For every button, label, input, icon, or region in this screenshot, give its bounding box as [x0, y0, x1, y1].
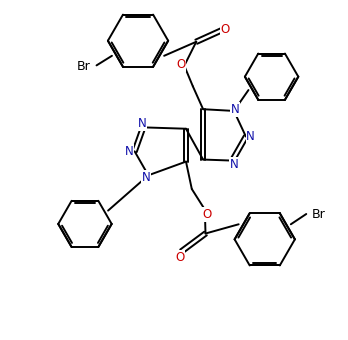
Text: O: O [202, 208, 212, 221]
Text: O: O [221, 22, 230, 36]
Text: N: N [231, 103, 240, 116]
Text: N: N [246, 130, 255, 143]
Text: O: O [176, 58, 185, 71]
Text: N: N [230, 157, 239, 170]
Text: N: N [137, 117, 146, 131]
Text: O: O [175, 251, 185, 264]
Text: Br: Br [77, 59, 91, 72]
Text: N: N [142, 171, 151, 184]
Text: Br: Br [312, 207, 326, 221]
Text: N: N [125, 145, 134, 158]
